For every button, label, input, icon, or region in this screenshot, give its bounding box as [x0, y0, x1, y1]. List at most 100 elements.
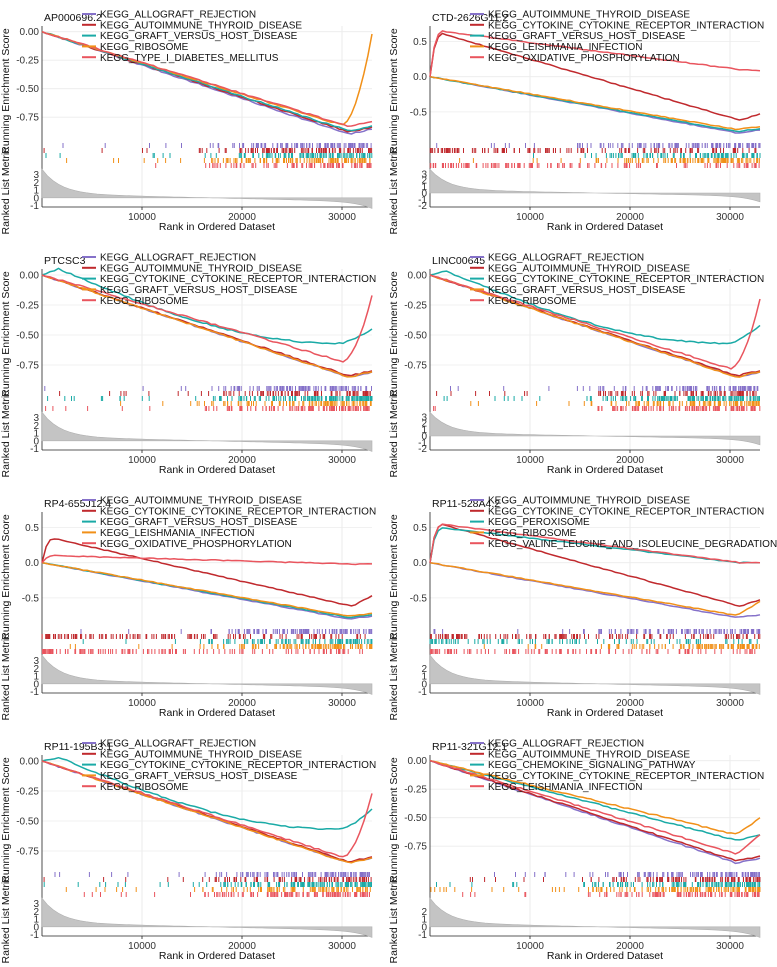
legend-label: KEGG_GRAFT_VERSUS_HOST_DISEASE — [100, 771, 298, 782]
x-tick-label: 20000 — [228, 455, 256, 466]
ranked-metric-area — [41, 897, 373, 938]
gsea-panel-8: 0.00 -0.25 -0.50 -0.75 RP11-321G12.1 210-1 100… — [388, 739, 764, 964]
legend-label: KEGG_CYTOKINE_CYTOKINE_RECEPTOR_INTERACT… — [488, 20, 764, 31]
metric-tick-label: 3 — [421, 169, 427, 180]
y-tick-label: 0.5 — [25, 523, 39, 534]
x-tick-label: 20000 — [228, 941, 256, 952]
y-axis-label-metric: Ranked List Metric — [0, 877, 12, 964]
x-tick-label: 30000 — [328, 455, 356, 466]
metric-tick-label: -1 — [30, 930, 39, 941]
panel-title: RP11-321G12.1 — [432, 741, 507, 753]
metric-tick-label: 1 — [421, 915, 427, 926]
metric-tick-label: 3 — [33, 413, 39, 424]
es-line-3 — [41, 756, 373, 831]
y-tick-label: -0.75 — [404, 842, 427, 853]
ranked-metric-area — [429, 654, 761, 695]
metric-tick-label: 3 — [33, 656, 39, 667]
es-line-5 — [429, 523, 761, 564]
x-tick-label: 30000 — [716, 941, 744, 952]
metric-tick-label: 1 — [421, 182, 427, 193]
x-tick-label: 20000 — [616, 698, 644, 709]
y-tick-label: -0.25 — [16, 787, 39, 798]
y-tick-label: 0.00 — [20, 27, 40, 38]
y-tick-label: -0.50 — [404, 813, 427, 824]
ranked-metric-area — [41, 411, 373, 452]
legend-label: KEGG_CYTOKINE_CYTOKINE_RECEPTOR_INTERACT… — [100, 760, 376, 771]
x-tick-label: 10000 — [128, 941, 156, 952]
x-tick-label: 10000 — [516, 698, 544, 709]
es-line-2 — [41, 538, 373, 607]
legend-label: KEGG_ALLOGRAFT_REJECTION — [100, 10, 256, 21]
x-tick-label: 30000 — [328, 698, 356, 709]
metric-tick-label: 1 — [421, 425, 427, 436]
y-axis-label-es: Running Enrichment Score — [388, 514, 400, 640]
metric-tick-label: 0 — [33, 922, 39, 933]
y-tick-label: 0.00 — [20, 271, 40, 282]
legend-label: KEGG_ALLOGRAFT_REJECTION — [100, 739, 256, 750]
legend-label: KEGG_AUTOIMMUNE_THYROID_DISEASE — [100, 749, 302, 760]
y-tick-label: -0.5 — [410, 107, 428, 118]
metric-tick-label: -2 — [418, 444, 427, 455]
metric-tick-label: -1 — [30, 201, 39, 212]
y-axis-label-metric: Ranked List Metric — [0, 148, 12, 235]
metric-tick-label: 1 — [33, 915, 39, 926]
x-tick-label: 10000 — [516, 941, 544, 952]
x-axis-label: Rank in Ordered Dataset — [547, 707, 663, 719]
ranked-metric-area — [429, 168, 761, 203]
x-tick-label: 20000 — [228, 212, 256, 223]
y-tick-label: 0.0 — [413, 72, 427, 83]
x-axis-label: Rank in Ordered Dataset — [159, 221, 275, 233]
y-tick-label: 0.0 — [413, 558, 427, 569]
y-tick-label: -0.50 — [16, 84, 39, 95]
metric-tick-label: 0 — [33, 436, 39, 447]
es-line-5 — [41, 31, 373, 127]
gsea-panel-7: 0.00-0.25-0.50-0.75RP11-195B3.13210-1100… — [0, 739, 376, 964]
legend-label: KEGG_PEROXISOME — [488, 517, 590, 528]
y-tick-label: 0.5 — [413, 37, 427, 48]
legend-label: KEGG_LEISHMANIA_INFECTION — [488, 42, 642, 53]
y-axis-label-metric: Ranked List Metric — [388, 634, 400, 721]
x-axis-label: Rank in Ordered Dataset — [159, 707, 275, 719]
gsea-panel-1: 0.00-0.25-0.50-0.75AP000696.23210-110000… — [0, 10, 373, 235]
y-axis-label-metric: Ranked List Metric — [0, 391, 12, 478]
legend-label: KEGG_AUTOIMMUNE_THYROID_DISEASE — [100, 20, 302, 31]
y-tick-label: -0.50 — [16, 817, 39, 828]
panel-title: PTCSC3 — [44, 255, 86, 267]
x-tick-label: 20000 — [616, 455, 644, 466]
metric-tick-label: 0 — [421, 922, 427, 933]
legend-label: KEGG_ALLOGRAFT_REJECTION — [100, 253, 256, 264]
metric-tick-label: -1 — [418, 930, 427, 941]
legend-label: KEGG_RIBOSOME — [488, 528, 577, 539]
legend-label: KEGG_CYTOKINE_CYTOKINE_RECEPTOR_INTERACT… — [488, 771, 764, 782]
legend-label: KEGG_GRAFT_VERSUS_HOST_DISEASE — [100, 517, 298, 528]
x-tick-label: 30000 — [328, 212, 356, 223]
legend-label: KEGG_AUTOIMMUNE_THYROID_DISEASE — [100, 496, 302, 507]
es-line-3 — [429, 527, 760, 564]
legend-label: KEGG_AUTOIMMUNE_THYROID_DISEASE — [488, 749, 690, 760]
metric-tick-label: 0 — [33, 193, 39, 204]
legend-label: KEGG_CYTOKINE_CYTOKINE_RECEPTOR_INTERACT… — [488, 274, 764, 285]
es-line-2 — [429, 32, 761, 121]
metric-tick-label: 2 — [33, 178, 39, 189]
y-tick-label: 0.5 — [413, 523, 427, 534]
metric-tick-label: 1 — [33, 186, 39, 197]
legend-label: KEGG_ALLOGRAFT_REJECTION — [488, 253, 644, 264]
x-tick-label: 10000 — [128, 212, 156, 223]
es-line-5 — [41, 274, 373, 363]
panel-title: CTD-2626G11.2 — [432, 12, 508, 24]
y-axis-label-es: Running Enrichment Score — [0, 28, 12, 154]
es-line-3 — [429, 270, 761, 345]
es-line-4 — [429, 75, 761, 131]
metric-tick-label: 0 — [33, 679, 39, 690]
es-line-2 — [429, 759, 761, 862]
y-tick-label: -0.25 — [404, 785, 427, 796]
legend-label: KEGG_RIBOSOME — [488, 296, 577, 307]
es-line-5 — [41, 760, 373, 858]
legend-label: KEGG_TYPE_I_DIABETES_MELLITUS — [100, 53, 279, 64]
y-axis-label-metric: Ranked List Metric — [388, 391, 400, 478]
y-tick-label: -0.5 — [22, 593, 40, 604]
legend-label: KEGG_CYTOKINE_CYTOKINE_RECEPTOR_INTERACT… — [100, 274, 376, 285]
metric-tick-label: -1 — [30, 444, 39, 455]
y-axis-label-es: Running Enrichment Score — [388, 28, 400, 154]
